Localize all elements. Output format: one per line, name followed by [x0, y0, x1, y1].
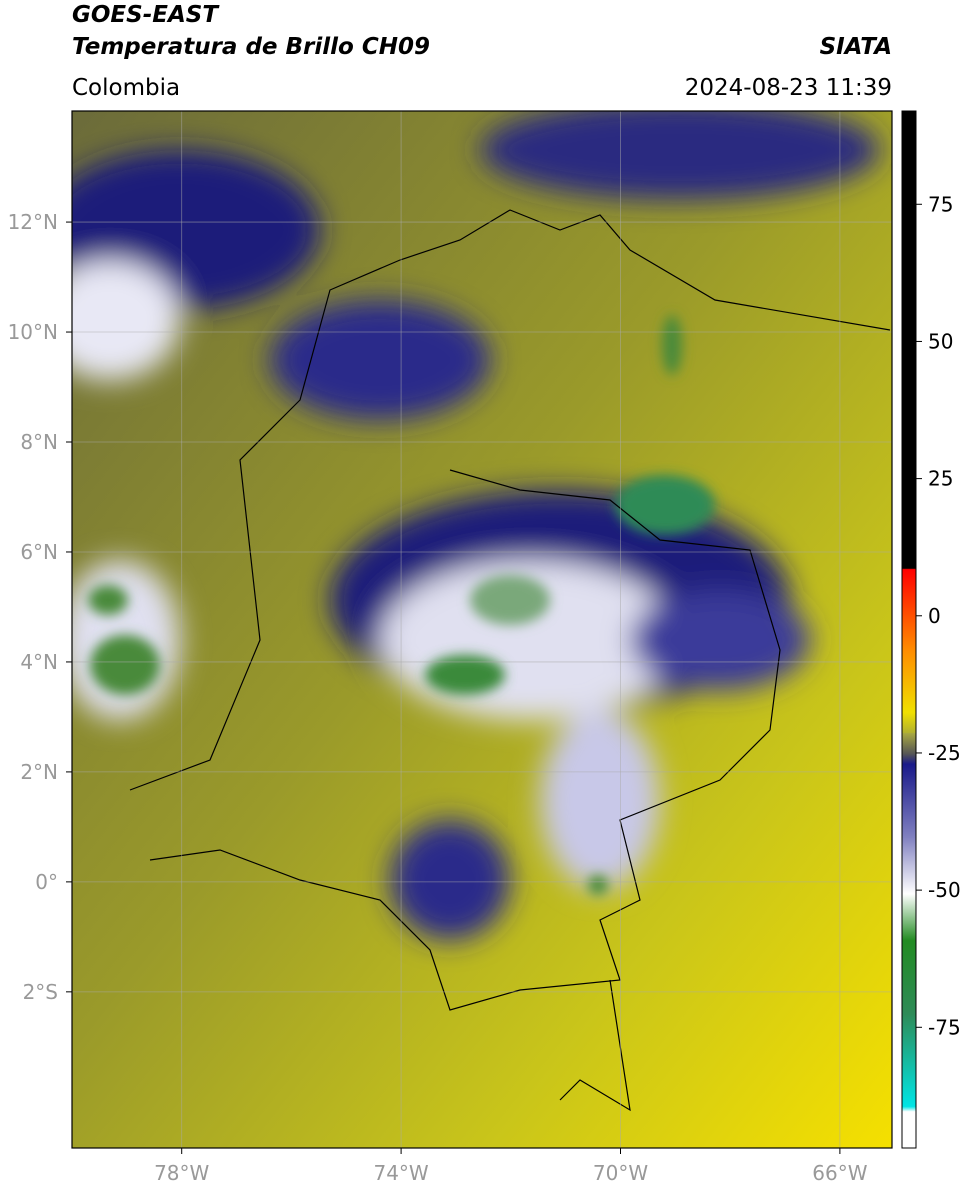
- map-frame: [71, 110, 893, 1149]
- y-tick-label: 6°N: [20, 540, 58, 564]
- satellite-title: GOES-EAST: [72, 2, 220, 28]
- y-tick-label: 2°S: [23, 980, 58, 1004]
- y-tick-label: 0°: [35, 870, 58, 894]
- x-tick-label: 78°W: [154, 1161, 209, 1185]
- colorbar: [901, 110, 917, 1149]
- y-tick-label: 10°N: [8, 320, 58, 344]
- colorbar-tick-label: -25: [928, 741, 961, 765]
- colorbar-tick-label: 50: [928, 329, 953, 353]
- colorbar-tick-label: -50: [928, 878, 961, 902]
- y-tick-label: 4°N: [20, 650, 58, 674]
- x-tick-label: 66°W: [812, 1161, 867, 1185]
- y-tick-label: 2°N: [20, 760, 58, 784]
- region-label: Colombia: [72, 75, 180, 101]
- product-title: Temperatura de Brillo CH09: [72, 34, 430, 60]
- datetime-label: 2024-08-23 11:39: [685, 75, 892, 101]
- colorbar-tick-label: 0: [928, 604, 941, 628]
- x-tick-label: 70°W: [593, 1161, 648, 1185]
- colorbar-tick-label: -75: [928, 1015, 961, 1039]
- colorbar-tick-label: 75: [928, 192, 953, 216]
- colorbar-tick-label: 25: [928, 467, 953, 491]
- grid-layer: [72, 111, 892, 1148]
- y-tick-label: 8°N: [20, 430, 58, 454]
- agency-label: SIATA: [820, 34, 892, 60]
- y-tick-label: 12°N: [8, 210, 58, 234]
- x-tick-label: 74°W: [373, 1161, 428, 1185]
- satellite-image: [72, 111, 892, 1148]
